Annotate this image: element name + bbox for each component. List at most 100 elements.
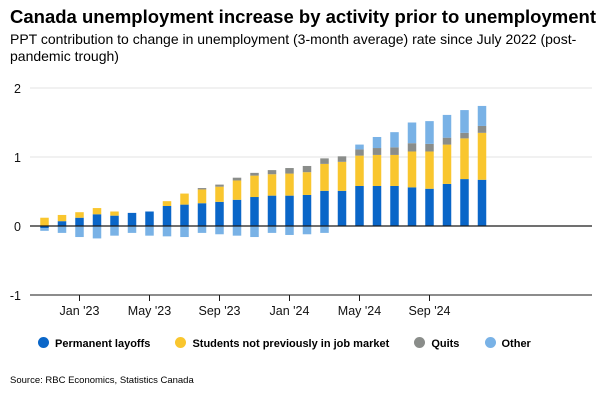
- bar-other: [75, 226, 84, 238]
- bar-students: [40, 217, 49, 226]
- bar-permanent-layoffs: [250, 197, 259, 226]
- bar-permanent-layoffs: [162, 205, 172, 226]
- bar-other: [57, 226, 67, 233]
- bar-permanent-layoffs: [145, 211, 154, 226]
- bar-quits: [320, 158, 329, 164]
- bar-students: [425, 151, 434, 189]
- bar-students: [267, 174, 277, 196]
- bar-students: [215, 186, 224, 202]
- bar-other: [215, 226, 224, 235]
- bar-permanent-layoffs: [372, 185, 382, 226]
- bar-quits: [407, 143, 417, 152]
- bar-permanent-layoffs: [267, 195, 277, 226]
- bar-students: [285, 173, 294, 196]
- bar-other: [302, 226, 312, 235]
- bar-permanent-layoffs: [302, 194, 312, 226]
- bar-students: [57, 214, 67, 222]
- bar-permanent-layoffs: [232, 199, 242, 226]
- bar-quits: [390, 147, 399, 155]
- legend-swatch-other: [484, 337, 496, 348]
- bar-permanent-layoffs: [355, 185, 364, 226]
- bar-permanent-layoffs: [320, 190, 329, 226]
- bar-students: [477, 132, 487, 180]
- bar-other: [425, 121, 434, 144]
- bar-quits: [302, 165, 312, 173]
- bar-quits: [372, 148, 382, 155]
- bar-permanent-layoffs: [92, 214, 102, 226]
- bar-permanent-layoffs: [197, 203, 207, 226]
- legend-item-permanent-layoffs[interactable]: Permanent layoffs: [38, 337, 150, 350]
- bar-permanent-layoffs: [75, 217, 84, 226]
- x-tick-label: Jan '23: [60, 304, 100, 318]
- axes: 2 1 0 -1 Jan '23 May '23 Sep '23 Jan '24 May '24…: [10, 82, 592, 318]
- bar-students: [460, 138, 469, 180]
- bar-other: [407, 122, 417, 144]
- legend-label-quits: Quits: [431, 338, 460, 350]
- legend-item-quits[interactable]: Quits: [414, 337, 459, 350]
- legend-label-permanent-layoffs: Permanent layoffs: [55, 338, 151, 350]
- y-tick-label: 0: [14, 220, 21, 234]
- y-tick-label: 1: [14, 151, 21, 165]
- bar-other: [40, 228, 49, 231]
- legend-item-students[interactable]: Students not previously in job market: [175, 337, 389, 350]
- legend-label-other: Other: [501, 338, 531, 350]
- x-tick-label: May '24: [338, 304, 381, 318]
- legend-swatch-permanent-layoffs: [38, 337, 49, 348]
- bar-other: [250, 226, 259, 238]
- bar-other: [127, 226, 137, 233]
- bar-other: [355, 144, 364, 150]
- bar-quits: [250, 172, 259, 176]
- bar-permanent-layoffs: [460, 179, 469, 226]
- bar-students: [250, 175, 259, 198]
- legend: Permanent layoffs Students not previousl…: [38, 337, 553, 350]
- bar-quits: [232, 177, 242, 181]
- bar-students: [337, 161, 347, 191]
- x-tick-label: Jan '24: [270, 304, 310, 318]
- bar-quits: [460, 132, 469, 139]
- bar-other: [180, 226, 189, 238]
- bar-permanent-layoffs: [57, 221, 67, 226]
- bar-quits: [197, 188, 207, 190]
- legend-swatch-students: [175, 337, 187, 348]
- bar-permanent-layoffs: [40, 226, 49, 229]
- bar-students: [197, 189, 207, 204]
- bar-quits: [477, 125, 487, 133]
- bar-students: [390, 154, 399, 186]
- bar-permanent-layoffs: [127, 212, 137, 226]
- bar-quits: [337, 156, 347, 162]
- bar-other: [145, 226, 154, 236]
- bar-permanent-layoffs: [442, 183, 452, 226]
- bar-students: [302, 172, 312, 195]
- bar-students: [92, 208, 102, 215]
- bar-permanent-layoffs: [215, 201, 224, 226]
- bar-other: [460, 110, 469, 133]
- bar-quits: [285, 168, 294, 174]
- x-tick-label: May '23: [128, 304, 171, 318]
- bar-other: [197, 226, 207, 233]
- bar-students: [75, 212, 84, 218]
- bar-other: [162, 226, 172, 237]
- legend-label-students: Students not previously in job market: [192, 338, 390, 350]
- legend-swatch-quits: [414, 337, 426, 348]
- bar-permanent-layoffs: [180, 204, 189, 226]
- bar-other: [232, 226, 242, 236]
- chart-title: Canada unemployment increase by activity…: [10, 6, 596, 27]
- bar-other: [372, 136, 382, 149]
- bar-other: [390, 132, 399, 148]
- bar-quits: [442, 137, 452, 145]
- bar-students: [407, 151, 417, 188]
- bar-students: [110, 211, 119, 216]
- bar-permanent-layoffs: [425, 188, 434, 226]
- bar-other: [442, 114, 452, 138]
- bar-permanent-layoffs: [110, 215, 119, 226]
- x-tick-label: Sep '23: [198, 304, 240, 318]
- bar-permanent-layoffs: [390, 185, 399, 226]
- legend-item-other[interactable]: Other: [484, 337, 531, 350]
- bar-students: [162, 201, 172, 206]
- bar-other: [285, 226, 294, 235]
- bar-other: [110, 226, 119, 236]
- bar-permanent-layoffs: [477, 179, 487, 226]
- bar-other: [320, 226, 329, 233]
- source-note: Source: RBC Economics, Statistics Canada: [10, 375, 194, 386]
